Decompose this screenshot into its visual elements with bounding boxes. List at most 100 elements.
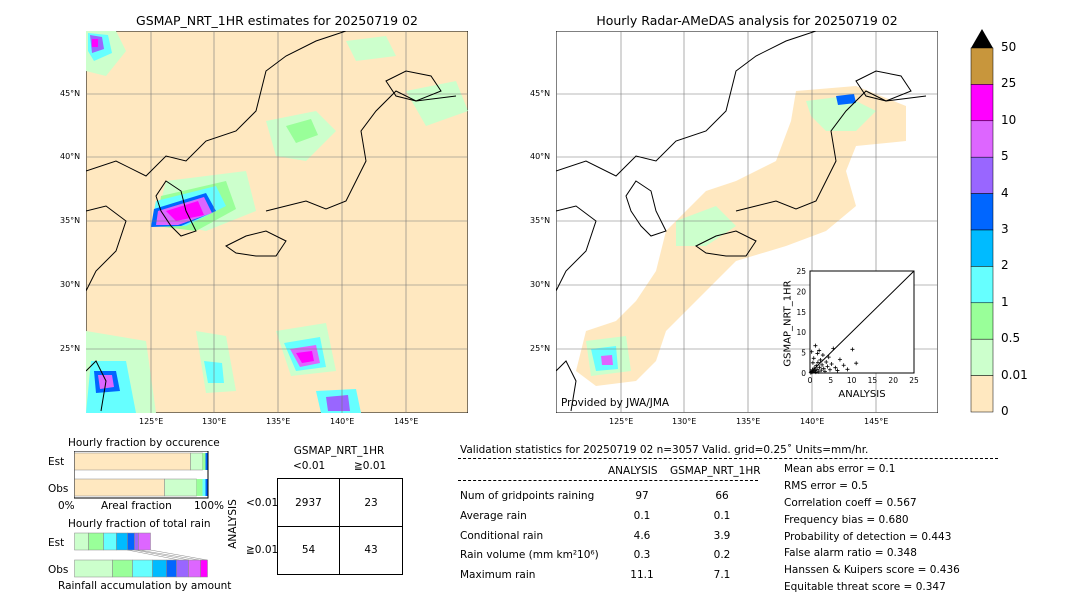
validation-row-gsmap: 0.2 bbox=[713, 549, 731, 561]
occurrence-title: Hourly fraction by occurence bbox=[68, 437, 220, 449]
occurrence-obs-heavy bbox=[205, 479, 208, 496]
scatter-point bbox=[813, 343, 818, 348]
scatter-point bbox=[818, 357, 823, 362]
validation-subdivider bbox=[458, 480, 758, 481]
scatter-y-tick: 0 bbox=[801, 369, 806, 378]
right-lat-label-45: 45°N bbox=[530, 89, 551, 98]
validation-row-label: Maximum rain bbox=[460, 569, 536, 581]
scatter-point bbox=[822, 369, 827, 374]
colorbar-label: 5 bbox=[1001, 149, 1009, 164]
total-rain-row-est: Est bbox=[48, 537, 65, 549]
left-lon-label-145: 145°E bbox=[394, 417, 419, 426]
contingency-col-yes: ≧0.01 bbox=[354, 460, 387, 472]
validation-row-gsmap: 3.9 bbox=[713, 530, 731, 542]
colorbar-label: 25 bbox=[1001, 76, 1017, 91]
total-rain-title: Hourly fraction of total rain bbox=[68, 518, 211, 530]
total-rain-row-obs: Obs bbox=[48, 564, 69, 576]
scatter-diagonal bbox=[809, 270, 915, 374]
colorbar-label: 2 bbox=[1001, 258, 1009, 273]
occurrence-axis-label: Areal fraction bbox=[101, 500, 172, 512]
scatter-point bbox=[809, 349, 814, 354]
occurrence-est-light bbox=[190, 452, 203, 471]
validation-row-gsmap: 0.1 bbox=[713, 510, 731, 522]
right-lon-label-125: 125°E bbox=[609, 417, 634, 426]
colorbar-label: 0.5 bbox=[1001, 331, 1021, 346]
occurrence-axis-left: 0% bbox=[58, 500, 75, 512]
scatter-y-tick: 15 bbox=[796, 308, 806, 317]
validation-col-analysis: ANALYSIS bbox=[608, 465, 658, 477]
scatter-y-tick: 25 bbox=[796, 267, 806, 276]
occurrence-est-mid bbox=[202, 453, 206, 470]
score-far: False alarm ratio = 0.348 bbox=[784, 547, 917, 559]
contingency-row-yes: ≧0.01 bbox=[246, 544, 279, 556]
right-map-title: Hourly Radar-AMeDAS analysis for 2025071… bbox=[596, 13, 898, 28]
colorbar-label: 4 bbox=[1001, 185, 1009, 200]
score-rms-error: RMS error = 0.5 bbox=[784, 480, 868, 492]
total-rain-obs bbox=[74, 559, 208, 578]
left-lat-label-40: 40°N bbox=[60, 152, 81, 161]
score-mean-abs-error: Mean abs error = 0.1 bbox=[784, 463, 896, 475]
colorbar bbox=[970, 29, 994, 413]
right-lon-label-145: 145°E bbox=[864, 417, 889, 426]
validation-row-analysis: 0.1 bbox=[633, 510, 651, 522]
occurrence-obs-none bbox=[74, 478, 165, 497]
scatter-point bbox=[854, 361, 859, 366]
left-lon-label-140: 140°E bbox=[330, 417, 355, 426]
left-map-precip bbox=[86, 31, 468, 413]
occurrence-bars bbox=[74, 451, 209, 499]
colorbar-segment bbox=[970, 375, 994, 413]
scatter-point bbox=[841, 363, 846, 368]
score-frequency-bias: Frequency bias = 0.680 bbox=[784, 514, 909, 526]
colorbar-label: 50 bbox=[1001, 40, 1017, 54]
validation-row-analysis: 0.3 bbox=[633, 549, 651, 561]
scatter-xlabel: ANALYSIS bbox=[838, 389, 886, 400]
total-rain-est bbox=[74, 532, 151, 551]
contingency-grid: 2937 23 54 43 bbox=[277, 478, 403, 575]
validation-row-gsmap: 7.1 bbox=[713, 569, 731, 581]
scatter-plot: 00 5 5 10 10 15 15 20 20 25 25 bbox=[796, 267, 919, 385]
contingency-title: GSMAP_NRT_1HR bbox=[293, 445, 385, 457]
left-map-coastline bbox=[86, 31, 457, 412]
right-lon-label-135: 135°E bbox=[736, 417, 761, 426]
score-ets: Equitable threat score = 0.347 bbox=[784, 581, 946, 593]
validation-row-label: Average rain bbox=[460, 510, 527, 522]
occurrence-row-obs: Obs bbox=[48, 483, 69, 495]
validation-row-gsmap: 66 bbox=[715, 490, 729, 502]
occurrence-obs-high bbox=[202, 479, 206, 496]
colorbar-label: 0.01 bbox=[1001, 367, 1028, 382]
score-pod: Probability of detection = 0.443 bbox=[784, 531, 952, 543]
left-lon-label-130: 130°E bbox=[202, 417, 227, 426]
contingency-cell-yn: 54 bbox=[301, 544, 316, 556]
scatter-point bbox=[821, 366, 826, 371]
left-lat-label-30: 30°N bbox=[60, 280, 81, 289]
validation-row-label: Num of gridpoints raining bbox=[460, 490, 595, 502]
scatter-point bbox=[820, 362, 825, 367]
scatter-point bbox=[815, 367, 820, 372]
scatter-point bbox=[814, 363, 819, 368]
scatter-point bbox=[811, 356, 816, 361]
scatter-point bbox=[813, 370, 818, 375]
left-lat-label-35: 35°N bbox=[60, 216, 81, 225]
total-rain-bars bbox=[74, 532, 208, 578]
validation-divider bbox=[458, 458, 998, 459]
scatter-point bbox=[826, 355, 831, 360]
right-map-coverage bbox=[576, 86, 906, 386]
occurrence-est-none bbox=[74, 452, 191, 471]
left-map-title: GSMAP_NRT_1HR estimates for 20250719 02 bbox=[136, 13, 418, 28]
scatter-x-tick: 20 bbox=[888, 376, 898, 385]
scatter-point bbox=[831, 346, 836, 351]
scatter-point bbox=[819, 368, 824, 373]
scatter-y-tick: 20 bbox=[796, 287, 806, 296]
colorbar-segment bbox=[970, 193, 994, 231]
score-correlation: Correlation coeff = 0.567 bbox=[784, 497, 917, 509]
scatter-x-tick: 0 bbox=[808, 376, 813, 385]
contingency-col-no: <0.01 bbox=[293, 460, 326, 472]
colorbar-label: 0 bbox=[1001, 404, 1009, 418]
scatter-point bbox=[817, 348, 822, 353]
scatter-point bbox=[812, 366, 817, 371]
contingency-row-axis: ANALYSIS bbox=[226, 499, 239, 549]
scatter-point bbox=[825, 364, 830, 369]
scatter-point bbox=[817, 365, 822, 370]
scatter-point bbox=[829, 362, 834, 367]
validation-row-analysis: 97 bbox=[635, 490, 649, 502]
